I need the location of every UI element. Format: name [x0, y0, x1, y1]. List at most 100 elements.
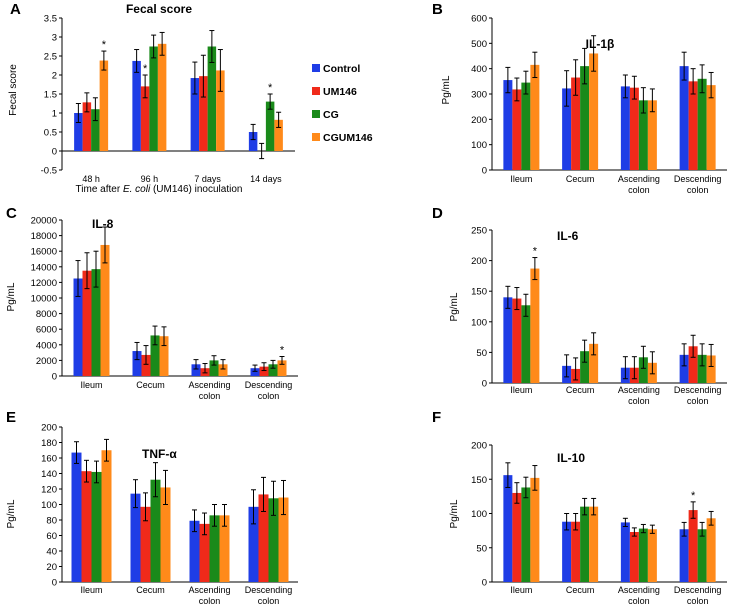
y-tick-label: 100 [471, 140, 487, 151]
panel-letter: D [432, 205, 443, 222]
panel-letter: C [6, 205, 17, 222]
y-tick-label: 20 [46, 562, 57, 573]
bar-control [73, 278, 83, 376]
bar-cgum146 [647, 529, 657, 582]
x-tick-label: Descending colon [245, 380, 293, 401]
x-tick-label: Ascending colon [188, 585, 230, 606]
y-tick-label: 100 [471, 509, 487, 520]
x-tick-label: 14 days [250, 174, 282, 184]
x-axis-label-part: E. coli [123, 184, 151, 195]
bar-control [132, 60, 141, 151]
y-axis-label: Pg/mL [449, 499, 460, 528]
bar-cgum146 [706, 355, 716, 383]
x-tick-label: 48 h [82, 174, 100, 184]
x-tick-label: Ileum [510, 585, 532, 595]
significance-marker: * [143, 63, 148, 75]
x-tick-label: Cecum [566, 174, 595, 184]
y-axis-label: Fecal score [8, 64, 19, 116]
bar-cgum146 [530, 477, 540, 582]
bar-um146 [199, 76, 208, 151]
bar-cgum146 [159, 336, 169, 376]
bar-cg [91, 109, 100, 151]
bar-control [190, 78, 200, 151]
x-axis-label-part: Time after [76, 184, 123, 195]
chart-title: Fecal score [126, 2, 192, 16]
x-tick-label: 7 days [194, 174, 221, 184]
y-tick-label: 60 [46, 531, 57, 542]
bar-cg [580, 66, 590, 170]
y-tick-label: 0 [52, 578, 57, 589]
legend: Control UM146 CG CGUM146 [312, 63, 373, 144]
chart-title: IL-8 [92, 217, 114, 231]
legend-label: CG [323, 109, 339, 121]
significance-marker: * [102, 39, 107, 51]
significance-marker: * [268, 82, 273, 94]
bar-um146 [259, 366, 269, 376]
bar-control [503, 297, 513, 383]
x-tick-label: Descending colon [674, 174, 722, 195]
y-tick-label: 100 [471, 317, 487, 328]
panel-letter: A [10, 1, 21, 18]
bar-control [189, 520, 200, 582]
y-tick-label: 300 [471, 90, 487, 101]
y-tick-label: 16000 [31, 247, 57, 258]
bar-cg [521, 305, 531, 383]
y-tick-label: 600 [471, 14, 487, 25]
bar-control [130, 493, 141, 582]
bar-um146 [141, 354, 151, 376]
y-tick-label: 160 [41, 454, 57, 465]
significance-marker: * [280, 345, 285, 357]
chart-panel-e: E TNF-α Pg/mL 0 20 40 60 80 100 120 140 160 180 20… [6, 409, 298, 606]
y-tick-label: 18000 [31, 231, 57, 242]
x-tick-label: Cecum [566, 385, 595, 395]
y-tick-label: 80 [46, 516, 57, 527]
bar-cg [580, 351, 590, 383]
y-tick-label: 40 [46, 547, 57, 558]
significance-marker: * [533, 246, 538, 258]
y-tick-label: 1 [52, 109, 57, 120]
x-tick-label: Descending colon [674, 385, 722, 406]
bar-cg [268, 364, 278, 376]
chart-title: IL-6 [557, 229, 579, 243]
bar-cgum146 [706, 85, 716, 170]
x-tick-label: 96 h [141, 174, 159, 184]
chart-panel-d: D IL-6 Pg/mL 0 50 100 150 200 250 Ileum Cecum As… [432, 205, 727, 406]
bar-cgum146 [277, 360, 287, 376]
x-tick-label: Cecum [136, 585, 165, 595]
bar-cgum146 [278, 497, 289, 582]
bar-control [562, 521, 572, 582]
chart-title: IL-1β [586, 37, 615, 51]
bar-um146 [629, 87, 639, 170]
x-tick-label: Descending colon [674, 585, 722, 606]
bar-cgum146 [99, 60, 109, 152]
y-tick-label: 3.5 [44, 14, 57, 25]
y-tick-label: 500 [471, 39, 487, 50]
panel-letter: F [432, 409, 441, 426]
y-tick-label: 140 [41, 469, 57, 480]
bar-cg [150, 335, 160, 376]
x-tick-label: Cecum [566, 585, 595, 595]
bar-um146 [571, 521, 581, 582]
bar-cg [697, 78, 707, 170]
y-tick-label: 20000 [31, 216, 57, 227]
chart-title: IL-10 [557, 451, 585, 465]
y-tick-label: 0 [52, 372, 57, 383]
y-tick-label: 4000 [36, 340, 57, 351]
bar-cg [697, 354, 707, 383]
chart-title: TNF-α [142, 447, 177, 461]
bar-um146 [688, 510, 698, 582]
bar-control [248, 132, 258, 151]
bar-um146 [82, 102, 92, 151]
y-axis-label: Pg/mL [6, 499, 17, 528]
bar-cg [268, 498, 279, 582]
x-tick-label: Descending colon [245, 585, 293, 606]
bar-cgum146 [530, 268, 540, 383]
bar-cg [521, 82, 531, 170]
chart-panel-c: C IL-8 Pg/mL 0 2000 4000 6000 8000 10000 12000… [6, 205, 298, 401]
bar-um146 [258, 494, 269, 582]
x-tick-label: Ileum [510, 174, 532, 184]
significance-marker: * [691, 490, 696, 502]
bar-control [250, 368, 260, 376]
bar-cgum146 [160, 487, 171, 582]
